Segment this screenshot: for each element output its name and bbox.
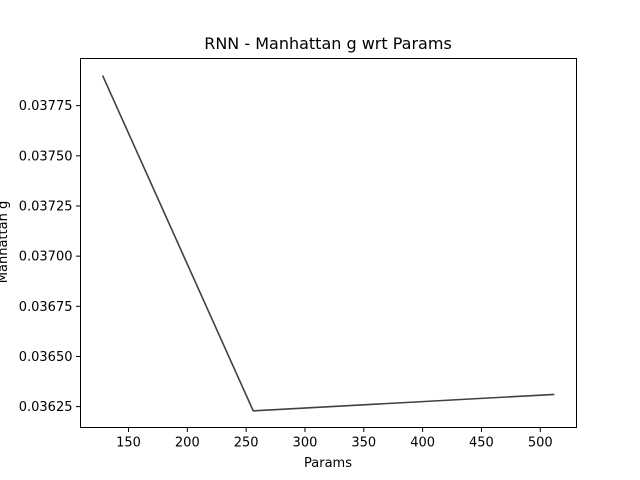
y-tick-label: 0.03700 <box>19 250 73 265</box>
y-tick-label: 0.03675 <box>19 300 73 315</box>
x-tick-label: 450 <box>469 436 494 451</box>
x-tick-label: 400 <box>410 436 435 451</box>
plot-frame <box>80 58 577 428</box>
x-tick-label: 350 <box>351 436 376 451</box>
y-tick-label: 0.03650 <box>19 350 73 365</box>
y-axis-ticks: 0.03625 0.03650 0.03675 0.03700 0.03725 0.037… <box>19 99 81 415</box>
chart-title: RNN - Manhattan g wrt Params <box>204 34 452 53</box>
x-tick-label: 250 <box>234 436 259 451</box>
series-line <box>101 75 555 412</box>
y-tick-label: 0.03750 <box>19 149 73 164</box>
plot-area <box>101 75 555 412</box>
y-tick-label: 0.03775 <box>19 99 73 114</box>
x-axis-ticks: 150 200 250 300 350 400 450 500 <box>116 427 553 451</box>
y-axis-label: Manhattan g <box>0 201 11 283</box>
x-tick-label: 500 <box>528 436 553 451</box>
x-tick-label: 150 <box>116 436 141 451</box>
y-tick-label: 0.03625 <box>19 400 73 415</box>
y-tick-label: 0.03725 <box>19 199 73 214</box>
x-axis-label: Params <box>304 456 352 471</box>
x-tick-label: 200 <box>175 436 200 451</box>
x-tick-label: 300 <box>293 436 318 451</box>
